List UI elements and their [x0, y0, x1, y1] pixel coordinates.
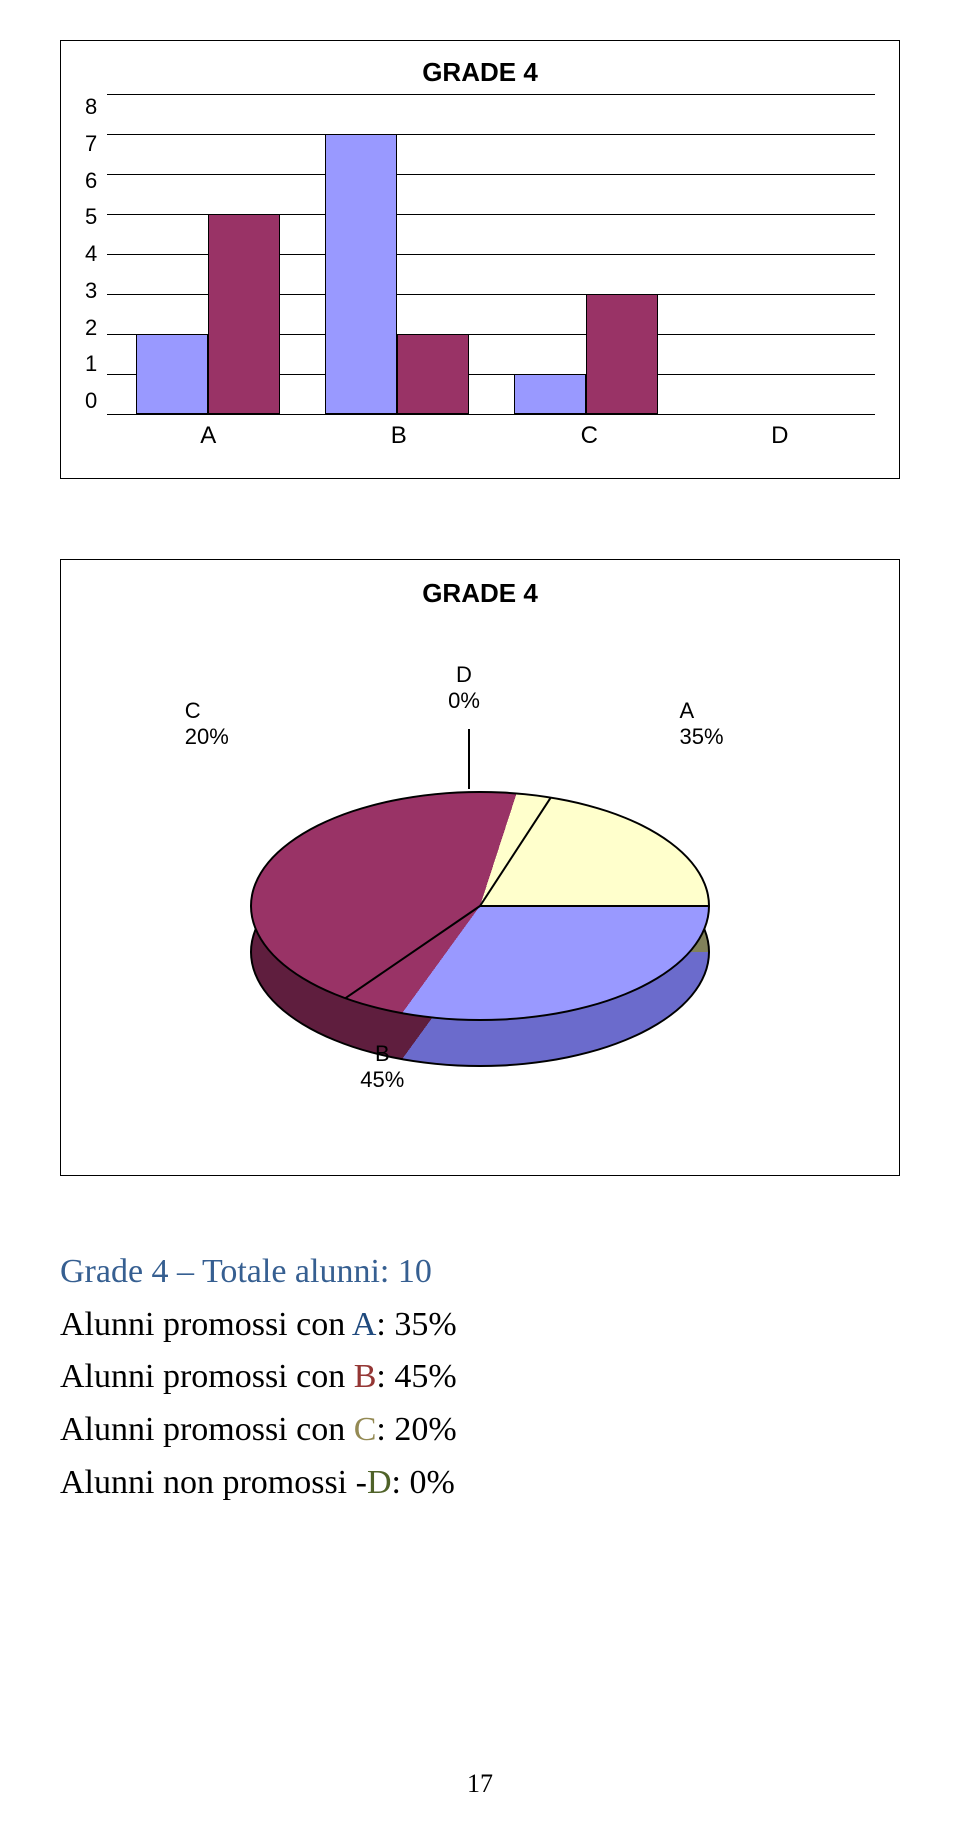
summary-line-d: Alunni non promossi -D: 0%	[60, 1457, 900, 1510]
bar-plot-area	[107, 94, 875, 414]
summary-line-a: Alunni promossi con A: 35%	[60, 1299, 900, 1352]
y-tick: 4	[85, 241, 97, 267]
bar-series2	[397, 334, 469, 414]
y-tick: 1	[85, 351, 97, 377]
summary-text: Grade 4 – Totale alunni: 10 Alunni promo…	[60, 1246, 900, 1509]
page-number: 17	[60, 1769, 900, 1799]
pie-slice-label: D0%	[448, 662, 480, 714]
bar-category	[491, 94, 680, 414]
summary-header: Grade 4 – Totale alunni: 10	[60, 1246, 900, 1299]
pie-slice-label: B45%	[360, 1041, 404, 1093]
bar-series2	[586, 294, 658, 414]
y-tick: 5	[85, 204, 97, 230]
pie-chart-container: GRADE 4 A35% B45% C20% D0%	[60, 559, 900, 1176]
pie-leader-line	[468, 729, 470, 789]
pie-slice-label: C20%	[185, 698, 229, 750]
pie-slice-label: A35%	[680, 698, 724, 750]
summary-line-c: Alunni promossi con C: 20%	[60, 1404, 900, 1457]
gridline	[107, 414, 875, 415]
pie-chart: A35% B45% C20% D0%	[81, 615, 879, 1135]
x-tick: C	[494, 414, 685, 450]
y-tick: 7	[85, 131, 97, 157]
bar-series1	[325, 134, 397, 414]
bar-chart-container: GRADE 4 8 7 6 5 4 3 2 1 0 ABCD	[60, 40, 900, 479]
y-tick: 0	[85, 388, 97, 414]
y-tick: 3	[85, 278, 97, 304]
bar-category	[113, 94, 302, 414]
bar-series2	[208, 214, 280, 414]
y-tick: 2	[85, 315, 97, 341]
pie-outline	[250, 791, 710, 1021]
pie-chart-title: GRADE 4	[81, 578, 879, 609]
bar-chart-x-axis: ABCD	[113, 414, 875, 450]
x-tick: D	[685, 414, 876, 450]
bar-category	[680, 94, 869, 414]
summary-line-b: Alunni promossi con B: 45%	[60, 1351, 900, 1404]
bar-series1	[514, 374, 586, 414]
bar-chart-y-axis: 8 7 6 5 4 3 2 1 0	[85, 94, 107, 414]
x-tick: A	[113, 414, 304, 450]
bar-series1	[136, 334, 208, 414]
y-tick: 6	[85, 168, 97, 194]
bar-category	[302, 94, 491, 414]
y-tick: 8	[85, 94, 97, 120]
x-tick: B	[304, 414, 495, 450]
bar-chart: 8 7 6 5 4 3 2 1 0	[85, 94, 875, 414]
bar-chart-title: GRADE 4	[85, 57, 875, 88]
